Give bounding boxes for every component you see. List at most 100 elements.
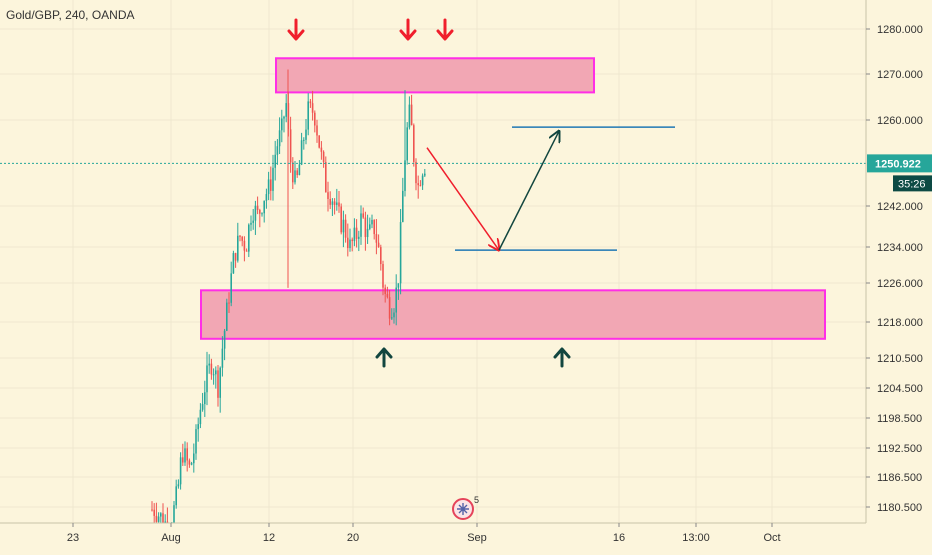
candle-down <box>322 151 325 163</box>
up-arrow-icon <box>375 347 393 368</box>
candle-down <box>344 219 347 238</box>
candle-down <box>415 161 417 184</box>
candle-up <box>395 287 397 313</box>
symbol-title: Gold/GBP, 240, OANDA <box>6 8 135 22</box>
candle-down <box>188 460 191 465</box>
candle-up <box>408 104 411 128</box>
candle-down <box>186 448 188 461</box>
candle-up <box>223 330 226 349</box>
candle-down <box>182 457 184 463</box>
candle-down <box>239 235 241 237</box>
candle-up <box>263 200 265 214</box>
candle-up <box>232 253 235 274</box>
time-tick-label: 20 <box>347 532 359 544</box>
time-axis[interactable]: 23 Aug 12 20 Sep 16 13:00 Oct <box>0 522 866 550</box>
price-tick-label: 1186.500 <box>877 472 922 484</box>
candlesticks <box>0 69 866 553</box>
candle-down <box>419 185 422 187</box>
candle-down <box>333 201 336 205</box>
price-tick-label: 1198.500 <box>877 413 922 425</box>
candle-up <box>193 453 195 464</box>
time-tick-label: Oct <box>763 532 780 544</box>
candle-up <box>294 170 296 183</box>
candle-up <box>281 118 283 131</box>
candle-up <box>391 317 393 319</box>
candle-down <box>228 302 230 304</box>
candle-down <box>155 515 158 522</box>
price-tick-label: 1260.000 <box>877 115 923 127</box>
candle-down <box>292 162 294 183</box>
down-arrow-icon <box>436 18 454 41</box>
candle-down <box>375 234 378 243</box>
candle-down <box>329 198 331 205</box>
candle-up <box>201 404 204 410</box>
candle-up <box>226 302 228 331</box>
candle-down <box>309 101 312 104</box>
price-tick-label: 1242.000 <box>877 201 923 213</box>
candle-down <box>320 147 323 152</box>
candle-up <box>204 392 206 405</box>
candle-up <box>278 130 281 147</box>
candle-up <box>331 201 334 205</box>
candle-up <box>195 429 197 454</box>
countdown-tag <box>893 175 932 192</box>
candle-down <box>417 183 419 186</box>
candle-down <box>153 509 155 516</box>
candle-up <box>371 219 373 225</box>
candle-up <box>254 205 257 221</box>
price-axis[interactable]: 1280.000 1270.000 1260.000 1242.000 1234.000… <box>865 0 932 550</box>
price-tick-label: 1280.000 <box>877 24 923 36</box>
candle-up <box>307 101 309 130</box>
candle-down <box>380 247 382 265</box>
price-tick-label: 1180.500 <box>877 502 922 514</box>
candle-up <box>342 219 345 233</box>
candle-up <box>230 273 232 303</box>
candle-down <box>311 103 314 113</box>
price-tick-label: 1192.500 <box>877 443 922 455</box>
current-price-label: 1250.922 <box>875 158 921 170</box>
resistance-zone <box>275 57 595 94</box>
candle-up <box>276 146 279 155</box>
candle-up <box>157 516 160 522</box>
candle-up <box>369 224 371 229</box>
candle-up <box>349 239 351 249</box>
down-arrow-icon <box>399 18 417 41</box>
price-axis-bg <box>866 0 932 550</box>
candle-up <box>175 486 177 506</box>
candle-down <box>210 363 213 375</box>
candle-up <box>353 227 356 242</box>
candle-down <box>259 210 261 214</box>
indicator-badge-count: 5 <box>474 495 479 505</box>
candle-down <box>351 239 353 242</box>
candle-down <box>384 287 386 294</box>
candle-up <box>402 190 404 223</box>
candle-up <box>336 202 338 205</box>
candle-down <box>151 509 153 511</box>
candle-up <box>208 363 210 366</box>
candle-down <box>377 242 380 248</box>
candle-up <box>298 164 301 176</box>
candle-up <box>206 365 208 393</box>
candle-up <box>267 179 270 195</box>
indicator-badge[interactable]: 5 <box>450 494 479 520</box>
candle-up <box>406 127 408 161</box>
candle-up <box>221 348 224 368</box>
price-tick-label: 1226.000 <box>877 278 923 290</box>
candle-down <box>347 237 349 249</box>
price-tick-label: 1270.000 <box>877 69 923 81</box>
candle-up <box>360 213 362 237</box>
candle-down <box>413 125 415 162</box>
zones <box>200 57 826 340</box>
candle-up <box>399 222 402 284</box>
candle-up <box>272 167 274 191</box>
candle-up <box>237 235 239 261</box>
candle-down <box>327 192 329 199</box>
candle-up <box>252 220 254 223</box>
candle-up <box>283 116 285 119</box>
candle-up <box>177 484 180 487</box>
candle-down <box>234 253 237 261</box>
candle-up <box>285 103 287 117</box>
candle-down <box>314 112 316 126</box>
candle-up <box>397 283 400 288</box>
